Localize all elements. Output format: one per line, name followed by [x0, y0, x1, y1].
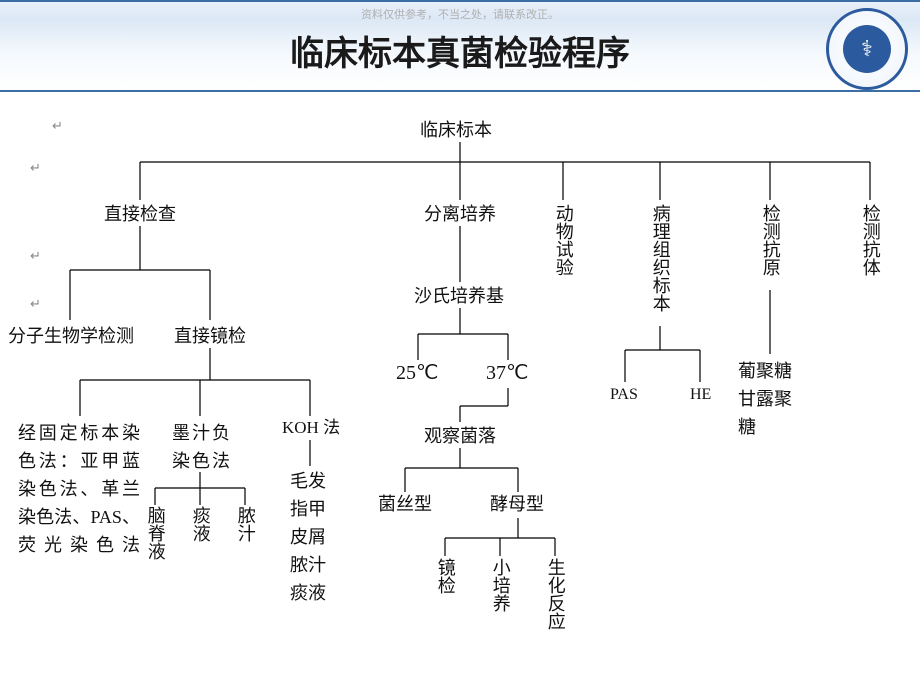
node-koh: KOH 法: [282, 418, 340, 438]
node-t37: 37℃: [486, 362, 528, 385]
node-direct: 直接检查: [104, 204, 176, 225]
university-logo: ⚕: [826, 8, 908, 90]
node-sputum: 痰液: [190, 506, 211, 542]
page-title: 临床标本真菌检验程序: [290, 26, 630, 75]
node-antigen: 检测抗原: [760, 204, 781, 276]
node-ink: 墨汁负染色法: [172, 420, 230, 476]
node-molbio: 分子生物学检测: [8, 326, 134, 347]
flowchart-diagram: 临床标本 直接检查 分离培养 动物试验 病理组织标本 检测抗原 检测抗体 分子生…: [0, 110, 920, 690]
header-band: 资料仅供参考，不当之处，请联系改正。 临床标本真菌检验程序 ⚕: [0, 0, 920, 92]
node-smallcult: 小培养: [490, 558, 511, 612]
node-antibody: 检测抗体: [860, 204, 881, 276]
node-csf: 脑脊液: [145, 506, 166, 560]
antigen-list-text: 葡聚糖 甘露聚 糖: [738, 361, 792, 437]
node-antigen-list: 葡聚糖 甘露聚 糖: [738, 358, 804, 442]
caduceus-icon: ⚕: [843, 25, 891, 73]
node-koh-list: 毛发 指甲 皮屑 脓汁 痰液: [290, 468, 332, 607]
node-animal: 动物试验: [553, 204, 574, 276]
node-biochem: 生化反应: [545, 558, 566, 630]
node-observe: 观察菌落: [424, 426, 496, 447]
node-microscopy: 直接镜检: [174, 326, 246, 347]
node-he: HE: [690, 386, 711, 404]
node-root: 临床标本: [420, 120, 492, 141]
node-micro2: 镜检: [435, 558, 456, 594]
watermark-text: 资料仅供参考，不当之处，请联系改正。: [361, 6, 559, 22]
node-yeast: 酵母型: [490, 494, 544, 515]
node-sda: 沙氏培养基: [414, 286, 504, 307]
node-patho: 病理组织标本: [650, 204, 671, 312]
node-hyphal: 菌丝型: [378, 494, 432, 515]
node-pas: PAS: [610, 386, 638, 404]
koh-list-text: 毛发 指甲 皮屑 脓汁 痰液: [290, 471, 326, 603]
node-t25: 25℃: [396, 362, 438, 385]
node-pus: 脓汁: [235, 506, 256, 542]
node-isolate: 分离培养: [424, 204, 496, 225]
node-fix-block: 经固定标本染色法：亚甲蓝染色法、革兰染色法、PAS、荧光染色法: [18, 420, 140, 559]
